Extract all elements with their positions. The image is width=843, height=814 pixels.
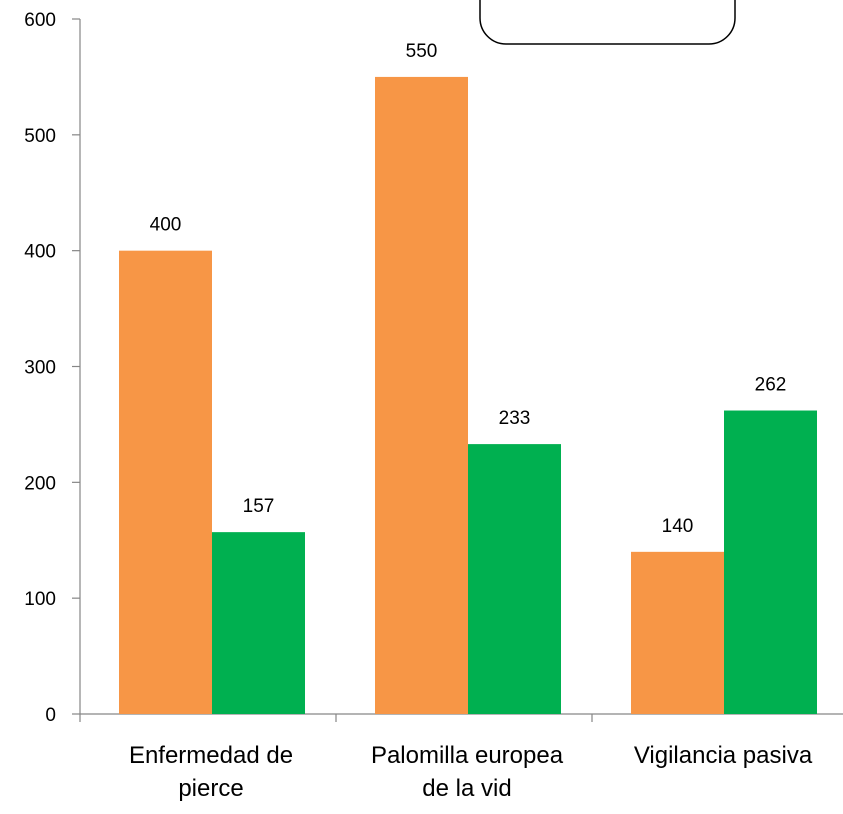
bar-series1-cat1: [119, 250, 212, 714]
chart-labels: 0 100 200 300 400 500 600 400 157 Enfermedad de pi…: [24, 10, 813, 802]
legend-box: [479, 0, 736, 45]
y-tick-label: 500: [24, 126, 56, 147]
x-category-label: Enfermedad de: [129, 742, 293, 769]
data-label: 550: [406, 41, 438, 62]
x-category-label: Palomilla europea: [371, 742, 564, 769]
data-label: 157: [243, 496, 275, 517]
y-tick-label: 200: [24, 473, 56, 494]
bar-series1-cat3: [631, 551, 724, 714]
data-label: 262: [755, 375, 787, 396]
x-category-label: pierce: [178, 775, 243, 802]
y-tick-label: 600: [24, 10, 56, 31]
y-tick-label: 300: [24, 358, 56, 379]
x-category-label: de la vid: [422, 775, 511, 802]
bar-series2-cat2: [468, 444, 561, 714]
y-tick-label: 100: [24, 589, 56, 610]
bar-series1-cat2: [375, 76, 468, 714]
y-tick-label: 400: [24, 242, 56, 263]
data-label: 140: [662, 516, 694, 537]
x-category-label: Vigilancia pasiva: [634, 742, 813, 769]
bar-series2-cat3: [724, 410, 817, 714]
y-tick-label: 0: [45, 705, 56, 726]
bar-series2-cat1: [212, 532, 305, 714]
data-label: 233: [499, 408, 531, 429]
data-label: 400: [150, 215, 182, 236]
chart-bars: [119, 76, 817, 714]
